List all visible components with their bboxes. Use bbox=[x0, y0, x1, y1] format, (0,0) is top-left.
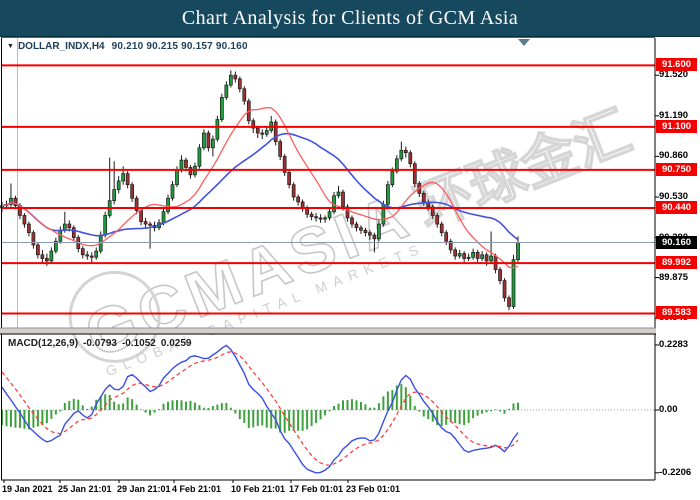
time-scale-axis[interactable] bbox=[0, 481, 655, 500]
ohlc-values: 90.210 90.215 90.157 90.160 bbox=[111, 41, 248, 52]
macd-signal-value: -0.1052 bbox=[121, 338, 156, 349]
macd-indicator-plot[interactable] bbox=[2, 334, 655, 480]
title-bar: Chart Analysis for Clients of GCM Asia bbox=[0, 0, 700, 37]
price-scale-axis[interactable] bbox=[656, 38, 700, 480]
symbol-header: ▼ DOLLAR_INDX,H4 90.210 90.215 90.157 90.1… bbox=[7, 41, 248, 52]
macd-main-value: -0.0793 bbox=[83, 338, 117, 349]
symbol-dropdown-icon[interactable]: ▼ bbox=[7, 43, 14, 50]
macd-histogram-value: 0.0259 bbox=[160, 338, 192, 349]
macd-indicator-label: MACD(12,26,9) bbox=[8, 338, 79, 349]
macd-header: MACD(12,26,9) -0.0793 -0.1052 0.0259 bbox=[8, 338, 196, 349]
main-chart-plot[interactable] bbox=[2, 38, 655, 328]
symbol-timeframe-label: DOLLAR_INDX,H4 bbox=[17, 41, 105, 52]
page-title: Chart Analysis for Clients of GCM Asia bbox=[181, 6, 519, 29]
